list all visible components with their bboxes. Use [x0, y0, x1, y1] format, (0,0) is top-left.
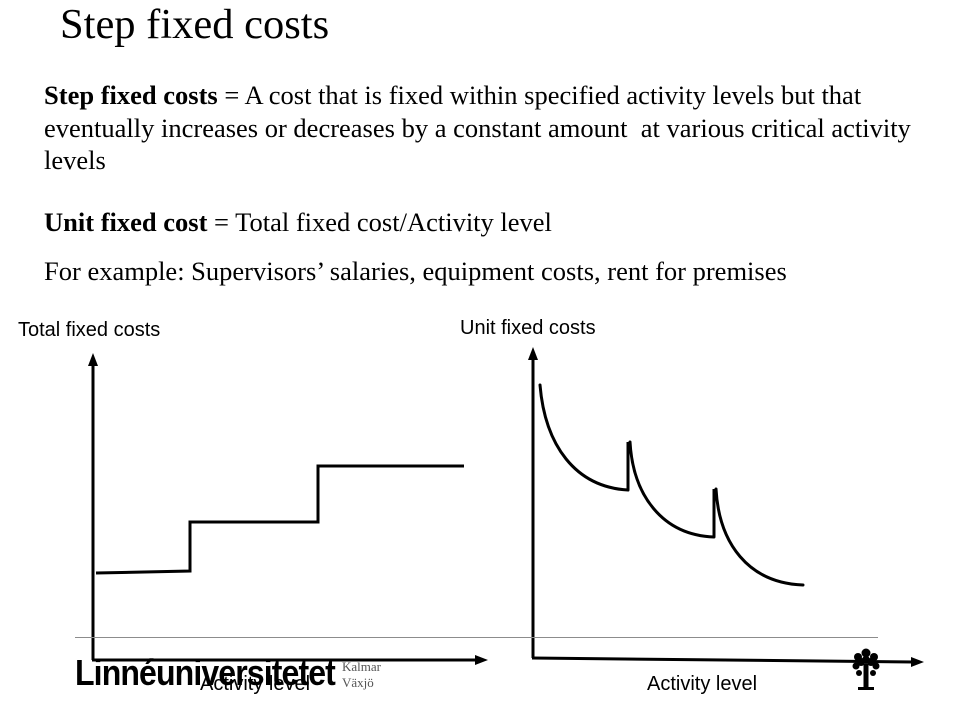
- left-chart-x-arrow: [475, 655, 488, 665]
- definition-term: Step fixed costs: [44, 80, 218, 110]
- tree-leaf: [861, 648, 871, 658]
- tree-leaf: [870, 670, 876, 676]
- tree-icon: [852, 648, 880, 690]
- right-chart-y-arrow: [528, 347, 538, 360]
- left-chart-y-label: Total fixed costs: [18, 319, 161, 341]
- tree-leaf: [862, 656, 870, 664]
- definition-line-3: levels: [44, 145, 106, 175]
- left-chart-y-arrow: [88, 353, 98, 366]
- campus-vaxjo: Växjö: [342, 675, 374, 690]
- unit-cost-curve-1: [538, 383, 630, 492]
- tree-leaf: [856, 670, 862, 676]
- footer-divider: [75, 637, 878, 638]
- right-chart: [528, 347, 924, 667]
- left-chart: [88, 353, 488, 665]
- right-chart-x-label: Activity level: [647, 673, 758, 695]
- example-text: For example: Supervisors’ salaries, equi…: [44, 256, 787, 286]
- university-logo-text: Linnéuniversitetet: [75, 652, 336, 693]
- unit-cost-text: = Total fixed cost/Activity level: [207, 207, 552, 237]
- unit-cost-curve-3: [714, 487, 805, 587]
- tree-base: [858, 687, 874, 690]
- definition-line-1: Step fixed costs = A cost that is fixed …: [44, 79, 861, 112]
- campus-kalmar: Kalmar: [342, 659, 381, 674]
- unit-cost-curve-2: [628, 440, 716, 539]
- definition-line-2: eventually increases or decreases by a c…: [44, 112, 911, 143]
- right-chart-x-axis: [531, 656, 915, 664]
- left-chart-x-label: Activity level: [200, 673, 311, 695]
- tree-trunk: [863, 664, 869, 688]
- total-fixed-cost-step-line: [95, 464, 464, 575]
- right-chart-x-arrow: [911, 657, 924, 667]
- unit-cost-formula: Unit fixed cost = Total fixed cost/Activ…: [44, 206, 552, 239]
- right-chart-y-label: Unit fixed costs: [460, 317, 596, 339]
- unit-cost-term: Unit fixed cost: [44, 207, 208, 237]
- definition-text-1: = A cost that is fixed within specified …: [217, 80, 862, 110]
- slide-title: Step fixed costs: [60, 1, 330, 48]
